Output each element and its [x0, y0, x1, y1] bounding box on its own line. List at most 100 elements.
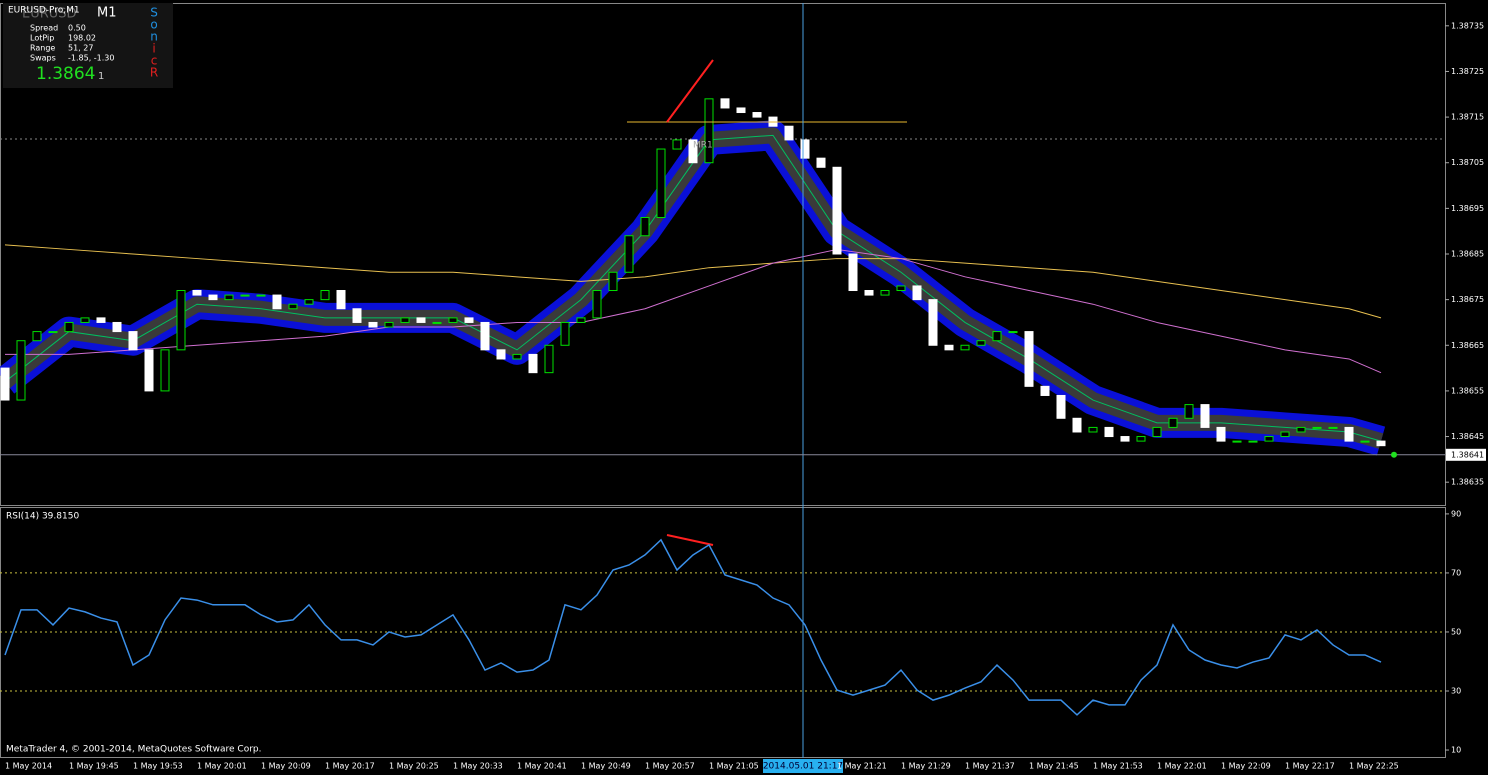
- crosshair-label: 2014.05.01 21:17: [763, 762, 843, 772]
- candle: [160, 349, 170, 392]
- info-key: Swaps: [30, 54, 56, 63]
- candle: [864, 290, 874, 296]
- bid-label: 1.38641: [1451, 450, 1484, 459]
- y-tick-label: 1.38675: [1451, 295, 1484, 304]
- candle: [144, 349, 154, 392]
- symbol-label: EURUSD-Pro,M1: [8, 6, 80, 16]
- x-tick-label: 1 May 20:41: [517, 762, 567, 771]
- candle: [848, 253, 858, 292]
- sonic-letter: S: [150, 6, 158, 20]
- candle: [0, 367, 10, 401]
- candle: [432, 321, 442, 324]
- candle: [416, 317, 426, 323]
- price: 1.3864: [36, 64, 95, 84]
- bid-box: [1446, 448, 1486, 461]
- x-tick-label: 1 May 20:49: [581, 762, 631, 771]
- info-value: -1.85, -1.30: [68, 54, 114, 63]
- candle: [992, 331, 1002, 342]
- sonic-letter: c: [151, 54, 158, 68]
- candle: [272, 294, 282, 310]
- candle: [1152, 426, 1162, 438]
- symbol-bg: EURUSD: [22, 7, 77, 22]
- moving-average: [4, 244, 1382, 319]
- candle: [1104, 426, 1114, 438]
- footer: MetaTrader 4, © 2001-2014, MetaQuotes So…: [6, 745, 262, 755]
- candle: [1344, 426, 1354, 442]
- candle: [224, 294, 234, 301]
- candle: [880, 290, 890, 296]
- crosshair-label-box: [763, 759, 843, 773]
- x-tick-label: 1 May 20:09: [261, 762, 311, 771]
- candle: [448, 317, 458, 323]
- candle: [576, 317, 586, 323]
- candle: [816, 157, 826, 168]
- candle: [112, 321, 122, 333]
- candle: [1072, 417, 1082, 433]
- y-tick-label: 1.38695: [1451, 204, 1484, 213]
- candle: [256, 294, 266, 297]
- candle: [832, 166, 842, 255]
- x-tick-label: 1 May 22:09: [1221, 762, 1271, 771]
- x-tick-label: 1 May 21:29: [901, 762, 951, 771]
- candle: [1056, 394, 1066, 419]
- candle: [1312, 426, 1322, 429]
- x-tick-label: 1 May 21:21: [837, 762, 887, 771]
- candle: [1328, 426, 1338, 429]
- rsi-tick-label: 50: [1451, 627, 1461, 636]
- candle: [368, 321, 378, 328]
- x-tick-label: 1 May 20:17: [325, 762, 375, 771]
- info-value: 0.50: [68, 24, 86, 33]
- candle: [64, 321, 74, 333]
- x-tick-label: 1 May 22:25: [1349, 762, 1399, 771]
- x-tick-label: 1 May 19:53: [133, 762, 183, 771]
- x-tick-label: 1 May 20:25: [389, 762, 439, 771]
- candle: [1136, 436, 1146, 442]
- candle: [1088, 426, 1098, 433]
- candle: [912, 285, 922, 301]
- rsi-line: [4, 538, 1382, 716]
- y-tick-label: 1.38645: [1451, 432, 1484, 441]
- annotation: MR1: [693, 141, 713, 151]
- y-tick-label: 1.38685: [1451, 250, 1484, 259]
- candle: [704, 98, 714, 164]
- rsi-tick-label: 90: [1451, 509, 1461, 518]
- rsi-tick-label: 10: [1451, 746, 1461, 755]
- info-key: Range: [30, 44, 55, 53]
- info-panel: [3, 3, 173, 88]
- candle: [1040, 385, 1050, 396]
- candle: [1024, 331, 1034, 387]
- candle: [560, 321, 570, 346]
- y-tick-label: 1.38635: [1451, 478, 1484, 487]
- x-tick-label: 1 May 21:45: [1029, 762, 1079, 771]
- candle: [480, 321, 490, 351]
- x-tick-label: 1 May 21:53: [1093, 762, 1143, 771]
- candle: [1376, 440, 1386, 447]
- x-tick-label: 1 May 22:17: [1285, 762, 1335, 771]
- x-tick-label: 1 May 20:57: [645, 762, 695, 771]
- candle: [928, 299, 938, 346]
- candle: [96, 317, 106, 323]
- timeframe: M1: [97, 6, 117, 21]
- candle: [304, 299, 314, 305]
- candle: [1360, 440, 1370, 443]
- candle: [1184, 404, 1194, 419]
- candle: [656, 148, 666, 218]
- candle: [1264, 436, 1274, 442]
- candle: [944, 344, 954, 351]
- candle: [1232, 440, 1242, 443]
- info-value: 51, 27: [68, 44, 93, 53]
- candle: [48, 331, 58, 334]
- candle: [400, 317, 410, 323]
- candle: [752, 112, 762, 118]
- candle: [352, 308, 362, 323]
- candle: [1248, 440, 1258, 443]
- candle: [544, 344, 554, 374]
- y-tick-label: 1.38655: [1451, 386, 1484, 395]
- candle: [896, 285, 906, 292]
- candle: [592, 290, 602, 319]
- candle: [1200, 404, 1210, 428]
- rsi-tick-label: 70: [1451, 568, 1461, 577]
- trend-line: [666, 59, 714, 123]
- candle: [608, 271, 618, 292]
